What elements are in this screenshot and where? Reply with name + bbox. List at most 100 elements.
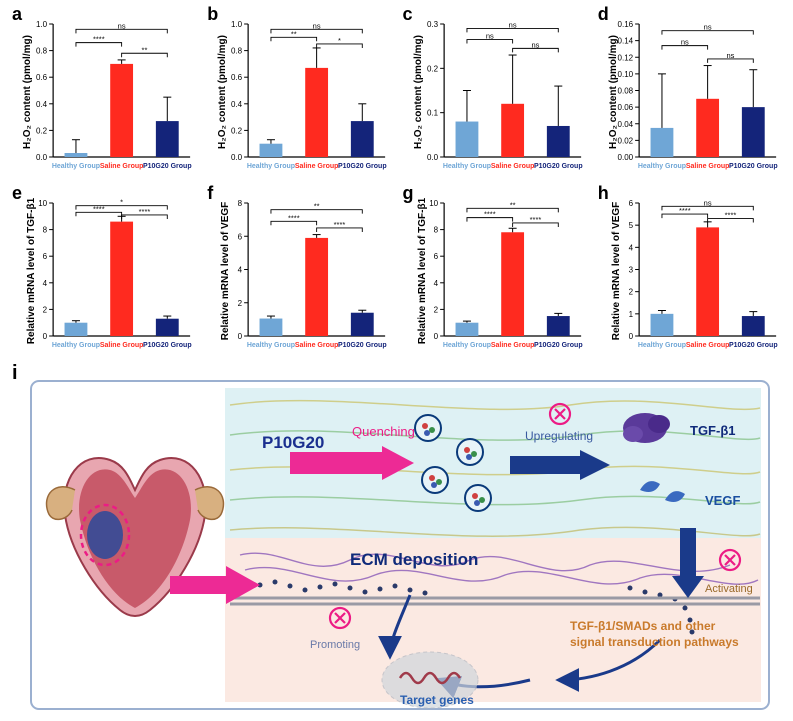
panel-letter: d	[598, 4, 609, 25]
xlabel: P10G20 Group	[338, 342, 387, 349]
ytick-label: 3	[628, 266, 633, 275]
ytick-label: 1.0	[231, 20, 243, 29]
ytick-label: 2	[43, 305, 48, 314]
bar	[546, 316, 569, 336]
xlabel: P10G20 Group	[729, 163, 778, 170]
ytick-label: 10	[429, 199, 438, 208]
xlabel: P10G20 Group	[729, 342, 778, 349]
ytick-label: 0	[433, 332, 438, 341]
ytick-label: 0.6	[231, 73, 243, 82]
sig-label: ****	[483, 210, 495, 219]
ylabel: H₂O₂ content (pmol/mg)	[22, 35, 33, 149]
panel-h: hRelative mRNA level of VEGF0123456Healt…	[596, 183, 783, 358]
ytick-label: 2	[238, 299, 243, 308]
panel-letter: g	[403, 183, 414, 204]
xlabel: Saline Group	[295, 163, 339, 170]
sig-label: ns	[681, 38, 689, 47]
ytick-label: 0.06	[617, 103, 633, 112]
bar	[455, 122, 478, 157]
panel-i: P10G20 Quenching Upregulating TGF-β1	[30, 380, 770, 710]
barchart-d: 0.000.020.040.060.080.100.120.140.16Heal…	[596, 4, 783, 179]
xlabel: Healthy Group	[638, 342, 686, 349]
sig-label: ****	[529, 215, 541, 224]
ytick-label: 8	[433, 226, 438, 235]
panel-a: aH₂O₂ content (pmol/mg)0.00.20.40.60.81.…	[10, 4, 197, 179]
bar	[351, 313, 374, 336]
sig-label: **	[509, 200, 515, 209]
bar	[455, 323, 478, 336]
ytick-label: 8	[238, 199, 243, 208]
bar	[110, 222, 133, 336]
barchart-a: 0.00.20.40.60.81.0Healthy GroupSaline Gr…	[10, 4, 197, 179]
xlabel: Saline Group	[295, 342, 339, 349]
bar	[65, 323, 88, 336]
xlabel: P10G20 Group	[338, 163, 387, 170]
ytick-label: 0	[238, 332, 243, 341]
sig-label: ns	[485, 32, 493, 41]
ytick-label: 0.8	[36, 47, 48, 56]
xlabel: Healthy Group	[442, 342, 490, 349]
sig-label: *	[120, 198, 123, 207]
ytick-label: 0	[628, 332, 633, 341]
ytick-label: 0.2	[427, 64, 439, 73]
sig-label: ns	[531, 40, 539, 49]
bar	[742, 316, 765, 336]
sig-label: ****	[93, 204, 105, 213]
ytick-label: 0	[43, 332, 48, 341]
sig-label: ns	[703, 23, 711, 32]
bar	[351, 121, 374, 157]
bar	[501, 232, 524, 336]
bar	[696, 99, 719, 157]
ytick-label: 0.1	[427, 109, 439, 118]
label-upregulating: Upregulating	[525, 429, 593, 443]
ylabel: Relative mRNA level of VEGF	[611, 201, 622, 340]
ytick-label: 0.4	[36, 100, 48, 109]
ytick-label: 6	[628, 199, 633, 208]
ytick-label: 0.04	[617, 120, 633, 129]
panel-letter: f	[207, 183, 213, 204]
sig-label: ns	[313, 21, 321, 30]
panel-letter: b	[207, 4, 218, 25]
ytick-label: 0.0	[427, 153, 439, 162]
ytick-label: 0.14	[617, 37, 633, 46]
sig-label: ns	[703, 198, 711, 207]
xlabel: Healthy Group	[52, 342, 100, 349]
ylabel: Relative mRNA level of TGF-β1	[26, 197, 37, 343]
ytick-label: 0.4	[231, 100, 243, 109]
bar	[650, 314, 673, 336]
ylabel: H₂O₂ content (pmol/mg)	[608, 35, 619, 149]
ytick-label: 0.6	[36, 73, 48, 82]
sig-label: ns	[508, 20, 516, 29]
ytick-label: 6	[238, 232, 243, 241]
ytick-label: 0.08	[617, 87, 633, 96]
barchart-b: 0.00.20.40.60.81.0Healthy GroupSaline Gr…	[205, 4, 392, 179]
bar	[260, 319, 283, 336]
xlabel: Saline Group	[490, 163, 534, 170]
barchart-c: 0.00.10.20.3Healthy GroupSaline GroupP10…	[401, 4, 588, 179]
panel-c: cH₂O₂ content (pmol/mg)0.00.10.20.3Healt…	[401, 4, 588, 179]
panel-e: eRelative mRNA level of TGF-β10246810Hea…	[10, 183, 197, 358]
bar	[742, 107, 765, 157]
xlabel: Healthy Group	[52, 163, 100, 170]
bar	[305, 238, 328, 336]
ytick-label: 4	[628, 243, 633, 252]
sig-label: **	[314, 202, 320, 211]
sig-label: ****	[679, 206, 691, 215]
label-vegf: VEGF	[705, 493, 740, 508]
bar	[110, 64, 133, 157]
panel-b: bH₂O₂ content (pmol/mg)0.00.20.40.60.81.…	[205, 4, 392, 179]
panel-letter: a	[12, 4, 22, 25]
xlabel: Healthy Group	[247, 342, 295, 349]
sig-label: ****	[93, 35, 105, 44]
ytick-label: 0.0	[36, 153, 48, 162]
ytick-label: 4	[433, 279, 438, 288]
label-activating: Activating	[705, 583, 753, 595]
ytick-label: 4	[238, 266, 243, 275]
ytick-label: 1.0	[36, 20, 48, 29]
xlabel: Saline Group	[100, 342, 144, 349]
sig-label: **	[291, 29, 297, 38]
panel-letter-i: i	[12, 362, 18, 385]
ytick-label: 8	[43, 226, 48, 235]
label-pathway-2: signal transduction pathways	[570, 635, 739, 649]
xlabel: Saline Group	[100, 163, 144, 170]
